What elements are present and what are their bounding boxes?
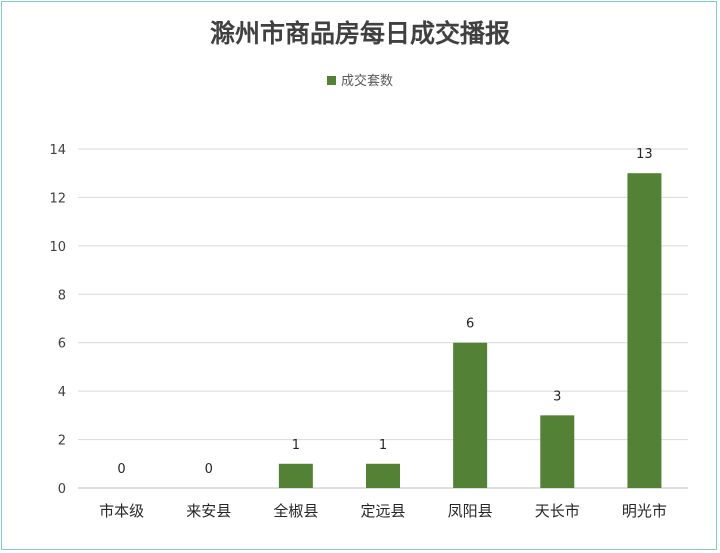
x-tick-label-市本级: 市本级 [99,502,144,520]
data-label-定远县: 1 [379,438,387,453]
y-tick-label-2: 2 [58,434,66,449]
bar-定远县 [366,463,400,488]
y-tick-label-0: 0 [58,482,66,497]
data-label-天长市: 3 [553,389,561,404]
chart-legend: 成交套数 [0,70,720,89]
data-label-明光市: 13 [636,147,653,162]
y-tick-label-6: 6 [58,337,66,352]
y-tick-label-14: 14 [49,143,66,158]
x-tick-label-明光市: 明光市 [622,502,667,520]
data-label-全椒县: 1 [292,438,300,453]
x-tick-label-天长市: 天长市 [535,502,580,520]
data-label-市本级: 0 [117,462,125,477]
legend-swatch [326,76,336,85]
y-tick-label-12: 12 [49,191,66,206]
data-label-来安县: 0 [205,462,213,477]
x-tick-label-来安县: 来安县 [186,502,231,520]
x-tick-label-全椒县: 全椒县 [273,502,318,520]
bar-天长市 [540,415,575,488]
y-tick-label-4: 4 [58,385,66,400]
y-tick-label-8: 8 [58,288,66,303]
bar-全椒县 [278,463,313,488]
y-tick-label-10: 10 [49,240,66,255]
bar-明光市 [627,173,662,488]
x-tick-label-定远县: 定远县 [360,502,405,520]
bar-凤阳县 [453,342,488,488]
data-label-凤阳县: 6 [466,317,474,332]
chart-title: 滁州市商品房每日成交播报 [209,19,510,48]
legend-label: 成交套数 [340,74,393,89]
x-tick-label-凤阳县: 凤阳县 [448,502,493,520]
